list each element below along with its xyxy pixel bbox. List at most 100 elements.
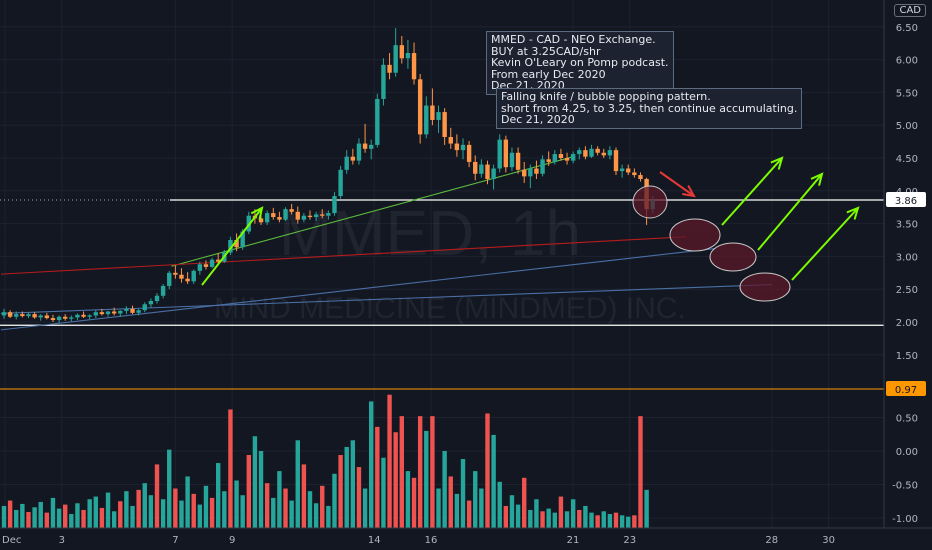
- indicator-bar: [626, 516, 631, 528]
- indicator-bar: [87, 499, 92, 528]
- indicator-bar: [405, 471, 411, 528]
- indicator-bar: [320, 485, 325, 528]
- indicator-bar: [246, 455, 251, 528]
- candle-body: [491, 168, 496, 179]
- indicator-bar: [63, 504, 68, 528]
- chart-grid: [0, 0, 884, 528]
- accumulation-zone: [709, 242, 757, 272]
- candle-body: [509, 152, 515, 168]
- candle-body: [430, 105, 435, 120]
- time-tick-label: 3: [59, 535, 65, 546]
- time-tick-label: 30: [822, 535, 835, 546]
- candle-body: [87, 315, 92, 317]
- annotation-pattern-note[interactable]: Falling knife / bubble popping pattern. …: [496, 88, 803, 129]
- indicator-bar: [491, 434, 496, 528]
- candle-body: [466, 144, 472, 162]
- candle-body: [185, 278, 190, 282]
- current-price-tag-text: 3.86: [895, 196, 917, 207]
- accumulation-zone: [669, 218, 721, 252]
- candle-body: [228, 240, 233, 253]
- green-arrow-head: [250, 206, 264, 220]
- indicator-bar: [32, 507, 37, 528]
- indicator-bar: [185, 476, 190, 528]
- candle-body: [607, 150, 613, 156]
- indicator-bar: [197, 504, 203, 528]
- price-tick-label: 3.50: [896, 220, 918, 231]
- indicator-bar: [258, 451, 264, 528]
- candle-body: [148, 301, 154, 305]
- candle-body: [497, 139, 502, 169]
- accumulation-zone: [632, 185, 668, 219]
- indicator-bar: [466, 500, 472, 528]
- indicator-bar: [264, 483, 270, 528]
- candle-body: [7, 312, 13, 317]
- candle-body: [258, 218, 264, 223]
- indicator-bar: [424, 430, 429, 528]
- candle-body: [130, 308, 135, 313]
- indicator-bar: [503, 505, 509, 528]
- time-tick-label: 14: [368, 535, 381, 546]
- candle-body: [626, 168, 631, 173]
- indicator-bar: [313, 503, 319, 528]
- candle-body: [209, 259, 215, 267]
- indicator-bar: [252, 436, 258, 528]
- price-tick-label: 4.50: [896, 154, 918, 165]
- indicator-bar: [20, 503, 25, 528]
- candle-body: [81, 314, 86, 317]
- indicator-value-tag-text: 0.97: [895, 385, 917, 396]
- candle-body: [405, 53, 411, 59]
- candle-body: [454, 143, 460, 151]
- candle-body: [558, 154, 564, 158]
- indicator-bar: [142, 483, 147, 528]
- price-tick-label: 6.50: [896, 23, 918, 34]
- candle-body: [124, 308, 129, 311]
- indicator-bar: [154, 464, 160, 528]
- indicator-bar: [454, 493, 460, 528]
- candle-body: [338, 169, 343, 197]
- indicator-bar: [558, 496, 564, 528]
- indicator-bar: [448, 476, 453, 528]
- indicator-bar: [44, 512, 50, 528]
- candle-body: [356, 143, 362, 161]
- candle-body: [577, 150, 582, 155]
- price-tick-label: 5.00: [896, 121, 918, 132]
- accumulation-zone: [739, 272, 791, 302]
- indicator-bar: [56, 508, 62, 528]
- green-arrow: [757, 173, 823, 251]
- indicator-bar: [607, 513, 613, 528]
- candle-body: [160, 285, 166, 296]
- candle-body: [240, 231, 245, 248]
- indicator-bar: [326, 505, 331, 528]
- candle-body: [534, 168, 539, 174]
- candle-body: [326, 213, 331, 216]
- indicator-tick-label: 0.00: [896, 447, 918, 458]
- candle-body: [301, 215, 307, 220]
- time-tick-label: 9: [229, 535, 235, 546]
- candle-body: [417, 79, 423, 135]
- green-arrow: [791, 207, 859, 281]
- candle-body: [63, 316, 68, 319]
- currency-badge[interactable]: CAD: [894, 4, 926, 17]
- indicator-bar: [228, 409, 233, 528]
- time-tick-label: 23: [623, 535, 636, 546]
- candle-body: [20, 314, 25, 317]
- candle-body: [234, 240, 239, 248]
- candle-body: [601, 152, 606, 156]
- candle-body: [216, 259, 221, 262]
- candle-body: [277, 217, 282, 220]
- price-tick-label: 3.00: [896, 252, 918, 263]
- indicator-bar: [234, 480, 239, 528]
- candle-body: [638, 175, 643, 179]
- indicator-bar: [338, 455, 343, 528]
- candle-body: [32, 314, 37, 318]
- indicator-bar: [589, 512, 594, 528]
- candle-body: [154, 295, 160, 302]
- candle-body: [613, 150, 619, 172]
- drawing-lines: [0, 156, 884, 390]
- annotation-buy-note[interactable]: MMED - CAD - NEO Exchange. BUY at 3.25CA…: [486, 31, 674, 95]
- time-tick-label: 7: [172, 535, 178, 546]
- indicator-value-tag: [886, 381, 926, 396]
- candle-body: [56, 316, 62, 321]
- indicator-histogram: [1, 394, 649, 528]
